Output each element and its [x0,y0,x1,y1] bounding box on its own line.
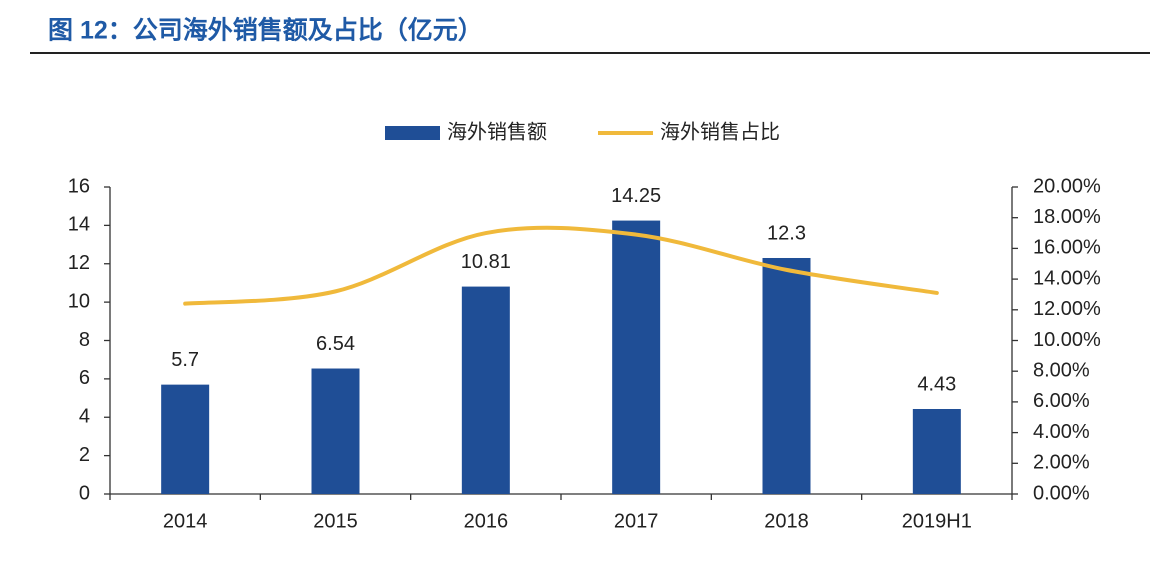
bar [461,286,510,494]
bar [612,220,661,494]
y2-tick-label: 16.00% [1033,237,1101,259]
x-tick-label: 2014 [163,510,208,532]
y-tick-label: 0 [79,482,90,504]
y-tick-label: 16 [68,175,90,197]
y-tick-label: 10 [68,290,90,312]
x-tick-label: 2016 [464,510,509,532]
data-label: 6.54 [316,333,355,355]
y-tick-label: 4 [79,406,90,428]
bar [912,408,961,494]
y2-tick-label: 4.00% [1033,421,1090,443]
y2-tick-label: 0.00% [1033,482,1090,504]
data-label: 10.81 [461,251,511,273]
x-tick-label: 2019H1 [902,510,972,532]
y2-tick-label: 20.00% [1033,175,1101,197]
y-tick-label: 8 [79,329,90,351]
data-label: 5.7 [171,349,199,371]
y2-tick-label: 14.00% [1033,267,1101,289]
x-tick-label: 2018 [764,510,809,532]
y-tick-label: 2 [79,444,90,466]
y2-tick-label: 12.00% [1033,298,1101,320]
legend-swatch [385,126,440,140]
legend-label: 海外销售占比 [660,120,780,143]
legend-label: 海外销售额 [447,120,547,143]
bar [762,257,811,494]
x-tick-label: 2017 [614,510,659,532]
y2-tick-label: 10.00% [1033,329,1101,351]
y2-tick-label: 6.00% [1033,390,1090,412]
y2-tick-label: 8.00% [1033,359,1090,381]
y-tick-label: 6 [79,367,90,389]
bar [161,384,210,494]
y-tick-label: 14 [68,214,90,236]
y2-tick-label: 18.00% [1033,206,1101,228]
chart-title: 图 12：公司海外销售额及占比（亿元） [48,16,483,45]
bar [311,368,360,494]
x-tick-label: 2015 [313,510,358,532]
line [183,225,939,306]
y2-tick-label: 2.00% [1033,452,1090,474]
data-label: 14.25 [611,185,661,207]
data-label: 12.3 [767,222,806,244]
y-tick-label: 12 [68,252,90,274]
data-label: 4.43 [917,373,956,395]
